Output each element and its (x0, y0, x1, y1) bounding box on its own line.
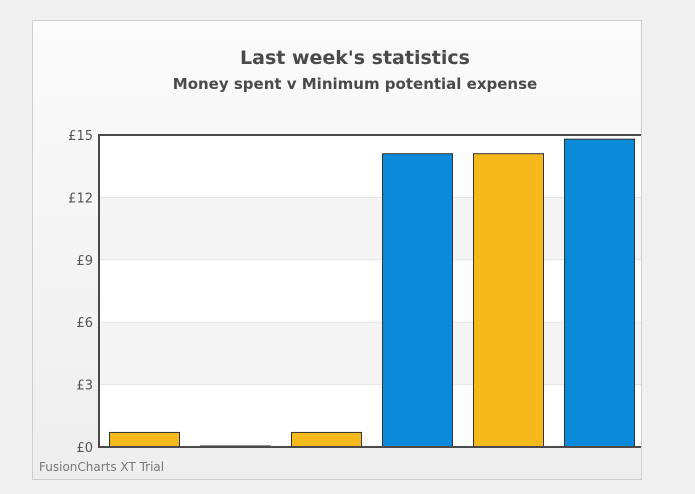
chart-card: Last week's statistics Money spent v Min… (32, 20, 642, 480)
y-tick-label: £12 (68, 191, 93, 206)
watermark-text: FusionCharts XT Trial (39, 460, 164, 474)
y-tick-label: £3 (76, 379, 93, 394)
plot-border (98, 134, 641, 448)
bar (382, 153, 453, 448)
y-tick-label: £0 (76, 441, 93, 456)
grid-band (99, 197, 641, 260)
bar (473, 153, 544, 448)
chart-subtitle: Money spent v Minimum potential expense (173, 75, 537, 93)
bar (109, 431, 180, 448)
plot-background (99, 135, 641, 447)
bar-chart: Last week's statistics Money spent v Min… (39, 47, 641, 474)
chart-title: Last week's statistics (240, 47, 470, 69)
grid-band (99, 322, 641, 385)
bar (291, 431, 362, 448)
bar (564, 138, 635, 448)
y-tick-label: £9 (76, 254, 93, 269)
y-tick-label: £15 (68, 129, 93, 144)
plot-area: £0 £3 £6 £9 £12 £15 (68, 129, 641, 456)
y-tick-label: £6 (76, 316, 93, 331)
